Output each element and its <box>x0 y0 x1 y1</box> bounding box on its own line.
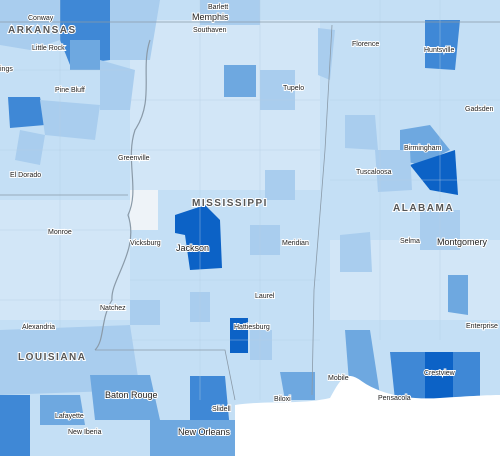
labels: ARKANSAS MISSISSIPPI ALABAMA LOUISIANA C… <box>0 3 499 438</box>
city-label: Greenville <box>118 155 150 162</box>
county-lines <box>0 0 500 400</box>
city-label: Memphis <box>192 12 229 22</box>
state-label: ARKANSAS <box>8 25 77 36</box>
gulf-water <box>235 376 500 456</box>
city-label: New Orleans <box>178 427 231 437</box>
city-label: Little Rock <box>32 45 65 52</box>
city-label: Pine Bluff <box>55 87 85 94</box>
city-label: Montgomery <box>437 237 488 247</box>
city-label: Gadsden <box>465 106 494 113</box>
river <box>94 39 151 351</box>
city-label: Lafayette <box>55 413 84 420</box>
city-label: Southaven <box>193 27 227 34</box>
borders <box>0 21 500 401</box>
city-label: Jackson <box>176 243 209 253</box>
city-label: Hattiesburg <box>234 324 270 331</box>
city-label: Vicksburg <box>130 240 161 247</box>
state-label: LOUISIANA <box>18 352 87 363</box>
state-label: MISSISSIPPI <box>192 198 268 209</box>
city-label: Meridian <box>282 240 309 247</box>
city-label: Biloxi <box>274 396 291 403</box>
city-label: Tuscaloosa <box>356 169 392 176</box>
city-label: Huntsville <box>424 47 454 54</box>
city-label: Natchez <box>100 305 126 312</box>
city-label: Slidell <box>212 406 231 413</box>
city-label: Mobile <box>328 375 349 382</box>
city-label: ings <box>0 66 13 73</box>
city-label: Tupelo <box>283 85 304 92</box>
city-label: Selma <box>400 238 420 245</box>
city-label: Alexandria <box>22 324 55 331</box>
city-label: Conway <box>28 15 54 22</box>
city-label: Baton Rouge <box>105 390 158 400</box>
city-label: Pensacola <box>378 395 411 402</box>
city-label: Barlett <box>208 4 228 11</box>
city-label: Florence <box>352 41 379 48</box>
city-label: Enterprise <box>466 323 498 330</box>
city-label: Laurel <box>255 293 275 300</box>
city-label: New Iberia <box>68 429 102 436</box>
city-label: Crestview <box>424 370 456 377</box>
city-label: Birmingham <box>404 145 442 152</box>
city-label: El Dorado <box>10 172 41 179</box>
state-label: ALABAMA <box>393 203 454 214</box>
city-label: Monroe <box>48 229 72 236</box>
